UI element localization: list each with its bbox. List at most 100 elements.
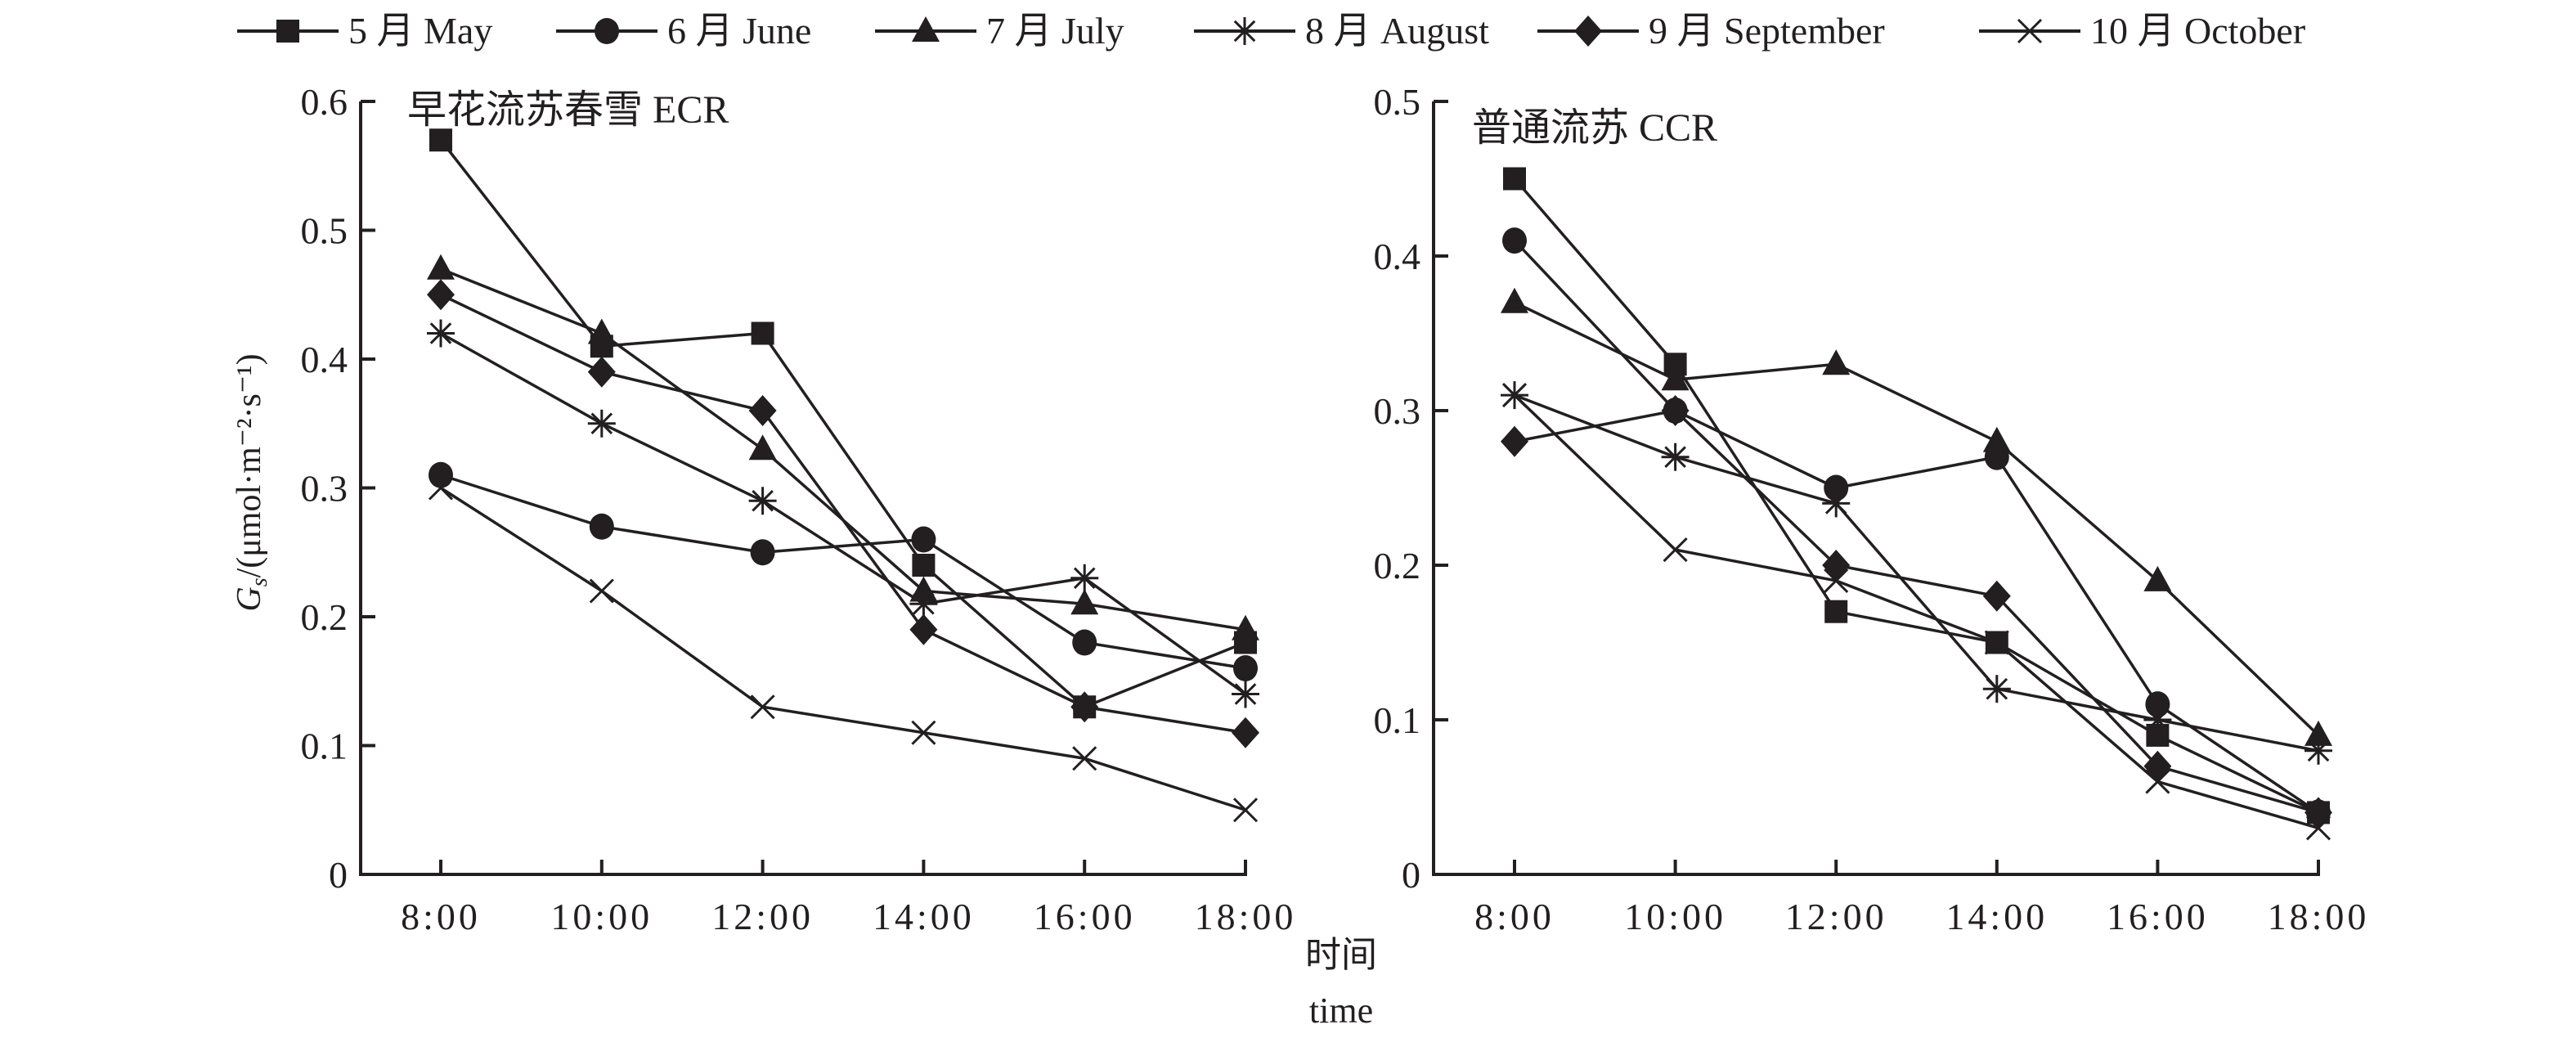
asterisk-stroke bbox=[429, 322, 452, 344]
data-point bbox=[1661, 443, 1690, 471]
data-point bbox=[748, 395, 777, 426]
series-cross bbox=[428, 475, 1259, 823]
data-point bbox=[589, 578, 614, 604]
data-point bbox=[429, 461, 453, 488]
data-point bbox=[750, 694, 775, 720]
legend-label: 6 月 June bbox=[667, 10, 811, 52]
triangle-marker bbox=[1232, 614, 1259, 640]
data-point bbox=[1661, 365, 1690, 391]
y-tick-label: 0.3 bbox=[1374, 390, 1421, 432]
series-circle bbox=[1502, 227, 2331, 826]
diamond-marker bbox=[1574, 16, 1602, 47]
y-tick-label: 0 bbox=[329, 854, 348, 896]
data-point bbox=[587, 356, 616, 388]
panel-ccr: 0 0.1 0.2 0.3 0.4 0.5 8:00 10:00 12:00 14:00 16:00… bbox=[1374, 81, 2367, 937]
asterisk-stroke bbox=[1824, 492, 1847, 515]
cross-icon bbox=[2017, 18, 2043, 44]
triangle-marker bbox=[748, 434, 777, 461]
data-point bbox=[1070, 589, 1099, 615]
triangle-marker bbox=[427, 254, 455, 280]
triangle-marker bbox=[1822, 349, 1851, 375]
asterisk-stroke bbox=[1234, 683, 1257, 705]
x-tick-label: 10:00 bbox=[550, 896, 653, 937]
series-line bbox=[440, 293, 1246, 735]
x-tick-label: 8:00 bbox=[401, 896, 481, 937]
circle-marker bbox=[911, 526, 936, 553]
asterisk-stroke bbox=[1664, 446, 1686, 469]
data-point bbox=[1824, 568, 1849, 593]
ylabel-units: /(μmol·m⁻²·s⁻¹) bbox=[231, 353, 268, 577]
circle-marker bbox=[1233, 655, 1258, 681]
series-line bbox=[440, 474, 1246, 670]
cross-stroke bbox=[911, 720, 936, 745]
ylabel-subscript: s bbox=[247, 577, 272, 586]
diamond-marker bbox=[1501, 425, 1528, 457]
data-point bbox=[427, 279, 455, 311]
data-point bbox=[1070, 564, 1099, 592]
y-tick-label: 0 bbox=[1402, 854, 1420, 896]
data-point bbox=[750, 539, 775, 566]
data-point bbox=[1982, 675, 2011, 703]
data-point bbox=[1982, 426, 2011, 452]
cross-stroke bbox=[1072, 746, 1097, 771]
triangle-marker bbox=[912, 16, 940, 42]
x-tick-label: 14:00 bbox=[1945, 896, 2048, 937]
legend-item: 10 月 October bbox=[1979, 10, 2305, 52]
asterisk-stroke bbox=[2147, 708, 2169, 731]
legend-label: 5 月 May bbox=[348, 10, 492, 52]
circle-marker bbox=[750, 539, 775, 566]
asterisk-stroke bbox=[590, 412, 613, 435]
data-point bbox=[1072, 746, 1097, 771]
y-tick-label: 0.1 bbox=[301, 726, 348, 767]
square-marker bbox=[912, 554, 936, 577]
legend-item: 7 月 July bbox=[875, 10, 1124, 52]
legend-item: 6 月 June bbox=[556, 10, 811, 52]
square-marker bbox=[276, 20, 299, 43]
circle-marker bbox=[589, 513, 614, 540]
legend-label: 10 月 October bbox=[2090, 10, 2305, 52]
x-tick-label: 18:00 bbox=[1195, 896, 1297, 937]
series-line bbox=[440, 487, 1246, 811]
data-point bbox=[1501, 425, 1528, 457]
diamond-marker bbox=[909, 613, 938, 645]
data-point bbox=[1232, 798, 1259, 823]
asterisk-stroke bbox=[1986, 677, 2008, 700]
diamond-marker bbox=[1661, 395, 1690, 426]
circle-marker bbox=[1072, 629, 1097, 656]
panel-title: 早花流苏春雪 ECR bbox=[407, 88, 729, 132]
series-line bbox=[1514, 301, 2320, 737]
diamond-marker bbox=[748, 395, 777, 426]
cross-stroke bbox=[1232, 798, 1259, 823]
data-point bbox=[1501, 287, 1528, 313]
circle-marker bbox=[1502, 227, 1527, 254]
y-tick-label: 0.5 bbox=[1374, 81, 1421, 123]
diamond-marker bbox=[1982, 580, 2011, 612]
data-point bbox=[1822, 489, 1851, 518]
data-point bbox=[1070, 691, 1099, 723]
legend-item: 5 月 May bbox=[237, 10, 492, 52]
series-line bbox=[1513, 239, 2319, 814]
data-point bbox=[1824, 474, 1849, 501]
y-tick-label: 0.4 bbox=[1374, 236, 1421, 277]
square-marker bbox=[1503, 167, 1526, 191]
circle-icon bbox=[595, 18, 619, 44]
data-point bbox=[2143, 706, 2172, 734]
square-icon bbox=[276, 20, 299, 43]
x-tick-label: 16:00 bbox=[1034, 896, 1136, 937]
asterisk-stroke bbox=[1073, 567, 1096, 590]
triangle-marker bbox=[1661, 365, 1690, 391]
data-point bbox=[1661, 395, 1690, 426]
x-tick-label: 16:00 bbox=[2107, 896, 2209, 937]
data-point bbox=[748, 487, 777, 515]
circle-marker bbox=[2145, 691, 2170, 718]
ylabel-symbol: G bbox=[231, 586, 268, 611]
circle-marker bbox=[1824, 474, 1849, 501]
legend-label: 8 月 August bbox=[1305, 10, 1489, 52]
data-point bbox=[427, 319, 455, 348]
data-point bbox=[2305, 816, 2331, 841]
legend: 5 月 May 6 月 June 7 月 July 8 月 August 9 月 Sep… bbox=[237, 10, 2305, 52]
triangle-icon bbox=[912, 16, 940, 42]
y-axis-label: Gs/(μmol·m⁻²·s⁻¹) bbox=[231, 353, 272, 611]
data-point bbox=[751, 321, 774, 345]
